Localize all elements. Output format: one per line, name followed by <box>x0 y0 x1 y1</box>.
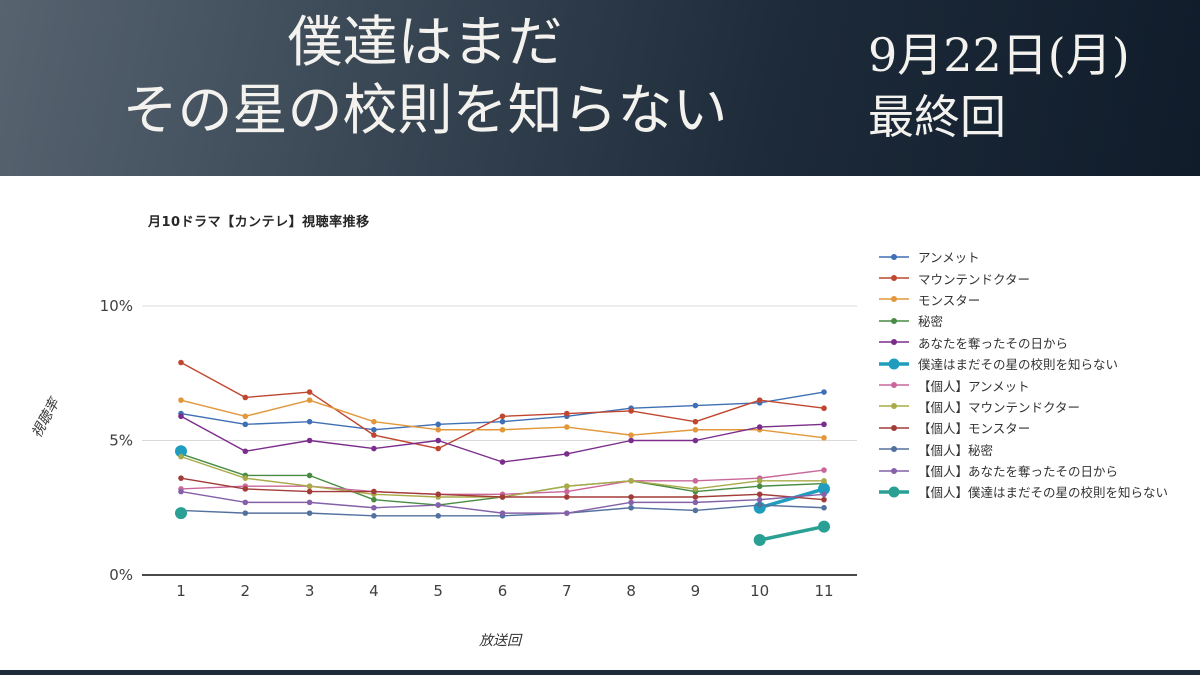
legend-item-11: 【個人】僕達はまだその星の校則を知らない <box>879 481 1168 502</box>
x-axis-tick: 8 <box>626 582 636 600</box>
legend-label: 【個人】モンスター <box>918 421 1031 437</box>
drama-title: 僕達はまだ その星の校則を知らない <box>40 8 810 144</box>
legend-label: 【個人】秘密 <box>918 442 994 458</box>
legend-label: 【個人】あなたを奪ったその日から <box>918 464 1119 480</box>
legend-label: 僕達はまだその星の校則を知らない <box>918 357 1119 373</box>
legend-item-4: あなたを奪ったその日から <box>879 332 1168 353</box>
final-episode-label: 最終回 <box>868 90 1006 144</box>
legend-item-8: 【個人】モンスター <box>879 417 1168 438</box>
x-axis-tick: 6 <box>498 582 508 600</box>
legend-label: 【個人】僕達はまだその星の校則を知らない <box>918 485 1169 501</box>
broadcast-date: 9月22日(月) 最終回 <box>868 24 1130 148</box>
bottom-border-strip <box>0 670 1200 675</box>
legend-marker <box>879 446 909 453</box>
legend-marker <box>879 339 909 346</box>
legend-item-6: 【個人】アンメット <box>879 374 1168 395</box>
legend-marker <box>879 253 909 260</box>
legend-marker <box>879 467 909 474</box>
legend-item-9: 【個人】秘密 <box>879 439 1168 460</box>
legend-item-0: アンメット <box>879 246 1168 267</box>
series-4 <box>178 413 827 465</box>
x-axis-tick: 1 <box>176 582 186 600</box>
legend-item-2: モンスター <box>879 289 1168 310</box>
legend-marker <box>879 424 909 431</box>
legend-label: 【個人】アンメット <box>918 378 1030 394</box>
x-axis-tick: 11 <box>814 582 833 600</box>
series-1 <box>178 359 827 452</box>
chart-legend: アンメットマウンテンドクター モンスター秘密あなたを奪ったその日から僕達はまだその… <box>879 246 1168 503</box>
drama-title-line2: その星の校則を知らない <box>122 78 728 142</box>
x-axis-tick: 3 <box>305 582 315 600</box>
x-axis-label: 放送回 <box>479 633 521 649</box>
legend-label: 秘密 <box>918 314 944 330</box>
y-axis-tick: 0% <box>109 566 133 584</box>
legend-label: マウンテンドクター <box>918 271 1031 287</box>
legend-label: あなたを奪ったその日から <box>918 335 1069 351</box>
legend-marker <box>879 296 909 303</box>
legend-label: モンスター <box>918 292 981 308</box>
legend-marker <box>879 358 909 370</box>
series-5 <box>175 445 830 514</box>
series-2 <box>178 397 827 441</box>
legend-label: アンメット <box>918 250 980 266</box>
legend-item-3: 秘密 <box>879 310 1168 331</box>
series-10 <box>178 488 827 516</box>
series-11 <box>175 507 830 547</box>
x-axis-tick: 2 <box>241 582 251 600</box>
legend-item-1: マウンテンドクター <box>879 267 1168 288</box>
y-axis-tick: 10% <box>100 297 133 315</box>
legend-item-5: 僕達はまだその星の校則を知らない <box>879 353 1168 374</box>
legend-marker <box>879 403 909 410</box>
legend-item-10: 【個人】あなたを奪ったその日から <box>879 460 1168 481</box>
x-axis-tick: 4 <box>369 582 379 600</box>
x-axis-tick: 10 <box>750 582 769 600</box>
legend-marker <box>879 275 909 282</box>
legend-label: 【個人】マウンテンドクター <box>918 399 1081 415</box>
series-8 <box>178 475 827 503</box>
legend-marker <box>879 382 909 389</box>
header-banner: 僕達はまだ その星の校則を知らない 9月22日(月) 最終回 <box>0 0 1200 176</box>
y-axis-tick: 5% <box>109 432 133 450</box>
x-axis-tick: 9 <box>691 582 701 600</box>
drama-title-line1: 僕達はまだ <box>287 10 563 74</box>
chart-title: 月10ドラマ【カンテレ】視聴率推移 <box>148 215 370 230</box>
legend-marker <box>879 317 909 324</box>
x-axis-tick: 7 <box>562 582 572 600</box>
x-axis-tick: 5 <box>433 582 443 600</box>
legend-marker <box>879 486 909 498</box>
legend-item-7: 【個人】マウンテンドクター <box>879 396 1168 417</box>
broadcast-date-line: 9月22日(月) <box>868 28 1130 82</box>
